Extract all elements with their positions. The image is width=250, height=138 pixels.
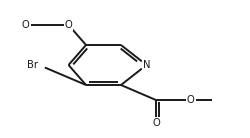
Text: O: O [22, 20, 29, 30]
Text: Br: Br [27, 60, 38, 70]
Text: O: O [21, 20, 29, 30]
Text: O: O [65, 20, 72, 30]
Text: O: O [187, 95, 195, 105]
Text: O: O [152, 118, 160, 128]
Text: N: N [143, 60, 150, 70]
